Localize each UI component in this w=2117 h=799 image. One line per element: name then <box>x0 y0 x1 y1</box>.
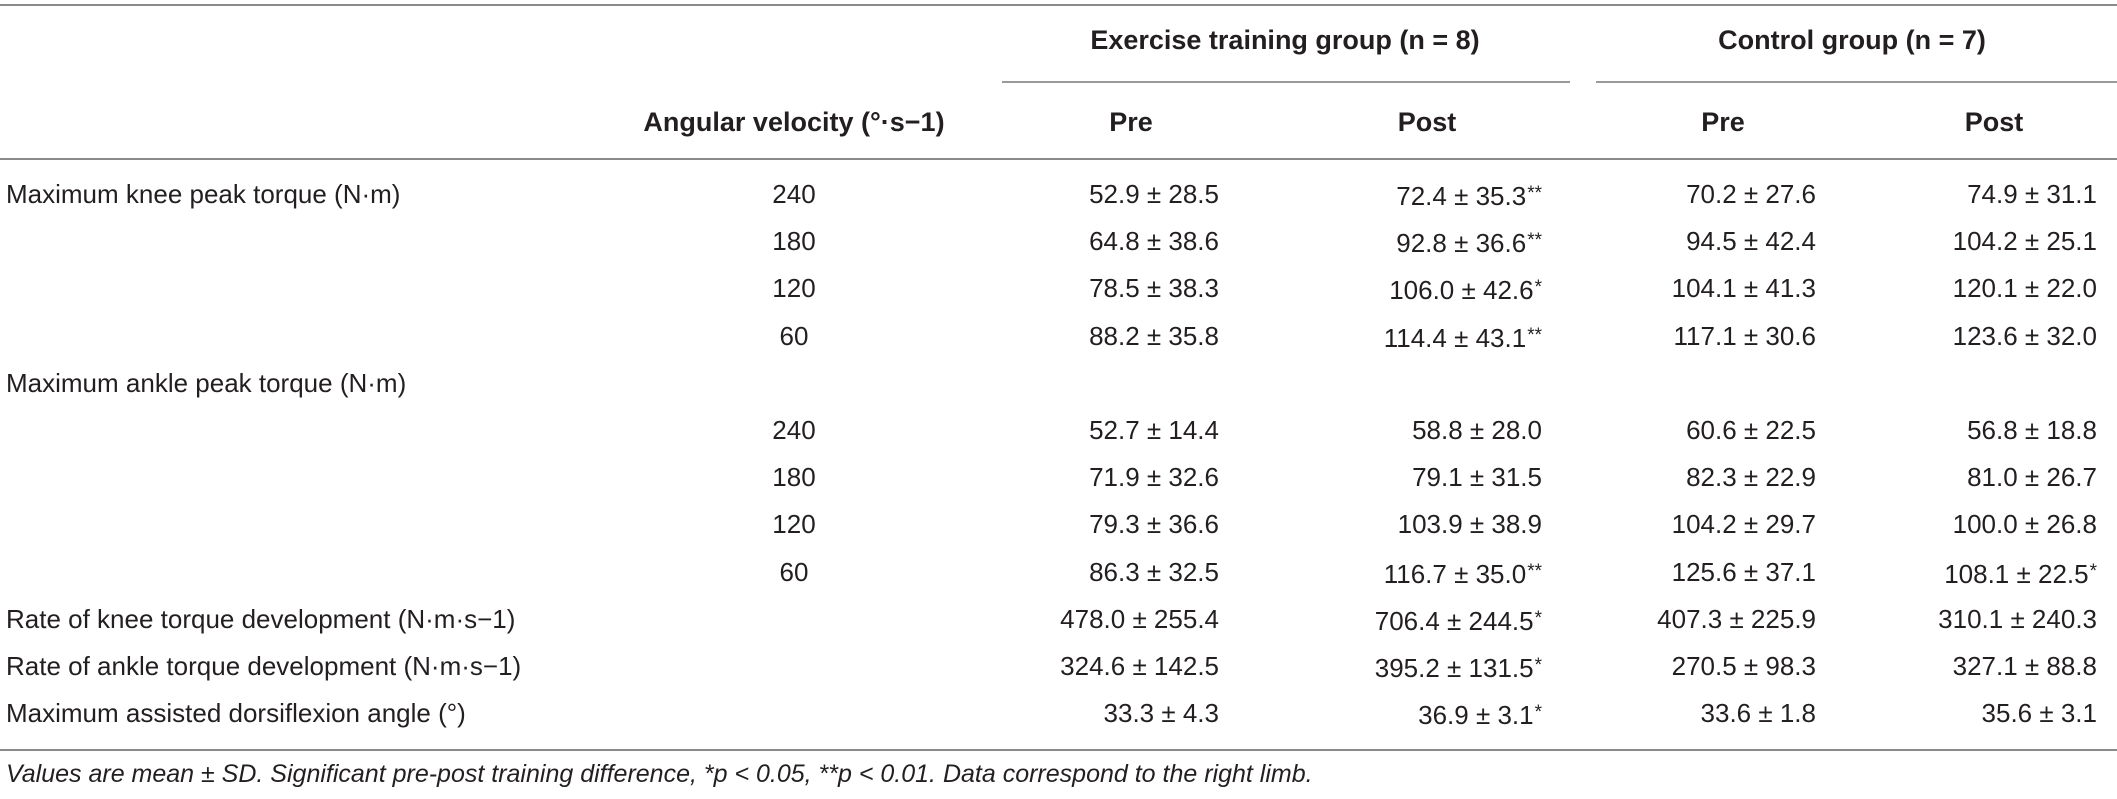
control-pre-cell: 94.5 ± 42.4 <box>1686 226 1816 257</box>
exercise-pre-cell: 86.3 ± 32.5 <box>1089 556 1219 587</box>
row-label: Maximum ankle peak torque (N·m) <box>6 367 407 398</box>
row-label: Maximum knee peak torque (N·m) <box>6 179 401 209</box>
exercise-post-cell: 36.9 ± 3.1* <box>1418 700 1542 731</box>
exercise-pre-cell: 52.9 ± 28.5 <box>1089 179 1219 209</box>
control-group-rule <box>1596 81 2117 83</box>
control-post-cell: 56.8 ± 18.8 <box>1967 415 2097 445</box>
control-pre-cell: 104.2 ± 29.7 <box>1671 509 1816 540</box>
exercise-pre-cell: 324.6 ± 142.5 <box>1060 651 1219 681</box>
header-exercise-post: Post <box>1397 107 1457 137</box>
angular-velocity-cell: 120 <box>772 509 816 540</box>
exercise-post-cell: 103.9 ± 38.9 <box>1397 509 1542 540</box>
exercise-post-cell: 79.1 ± 31.5 <box>1412 462 1542 493</box>
control-post-cell: 108.1 ± 22.5* <box>1944 558 2097 589</box>
angular-velocity-cell: 120 <box>772 273 816 304</box>
control-pre-cell: 82.3 ± 22.9 <box>1686 462 1816 493</box>
control-pre-cell: 117.1 ± 30.6 <box>1673 320 1816 351</box>
control-post-cell: 81.0 ± 26.7 <box>1967 462 2097 493</box>
control-post-cell: 74.9 ± 31.1 <box>1967 179 2097 209</box>
exercise-post-cell: 92.8 ± 36.6** <box>1396 228 1542 259</box>
header-exercise-pre: Pre <box>1109 107 1153 137</box>
exercise-pre-cell: 478.0 ± 255.4 <box>1060 603 1219 634</box>
header-control-pre: Pre <box>1701 107 1745 137</box>
header-control-group: Control group (n = 7) <box>1718 25 1986 55</box>
top-rule <box>0 4 2117 6</box>
exercise-post-cell: 106.0 ± 42.6* <box>1389 275 1542 306</box>
exercise-post-cell: 72.4 ± 35.3** <box>1396 181 1542 211</box>
control-pre-cell: 104.1 ± 41.3 <box>1671 273 1816 304</box>
exercise-post-cell: 395.2 ± 131.5* <box>1374 653 1542 683</box>
header-angular-velocity: Angular velocity (°·s−1) <box>643 107 945 137</box>
control-post-cell: 327.1 ± 88.8 <box>1952 651 2097 681</box>
row-label: Maximum assisted dorsiflexion angle (°) <box>6 698 466 729</box>
control-pre-cell: 60.6 ± 22.5 <box>1686 415 1816 445</box>
exercise-pre-cell: 71.9 ± 32.6 <box>1089 462 1219 493</box>
control-pre-cell: 270.5 ± 98.3 <box>1671 651 1816 681</box>
control-post-cell: 104.2 ± 25.1 <box>1952 226 2097 257</box>
exercise-pre-cell: 88.2 ± 35.8 <box>1089 320 1219 351</box>
header-control-post: Post <box>1964 107 2024 137</box>
exercise-post-cell: 58.8 ± 28.0 <box>1412 415 1542 445</box>
control-pre-cell: 33.6 ± 1.8 <box>1700 698 1816 729</box>
control-post-cell: 120.1 ± 22.0 <box>1952 273 2097 304</box>
exercise-pre-cell: 64.8 ± 38.6 <box>1089 226 1219 257</box>
header-exercise-group: Exercise training group (n = 8) <box>1090 25 1480 55</box>
control-pre-cell: 125.6 ± 37.1 <box>1671 556 1816 587</box>
angular-velocity-cell: 180 <box>772 226 816 257</box>
exercise-post-cell: 114.4 ± 43.1** <box>1383 322 1542 353</box>
angular-velocity-cell: 240 <box>772 415 816 445</box>
row-label: Rate of knee torque development (N·m·s−1… <box>6 603 516 634</box>
exercise-pre-cell: 78.5 ± 38.3 <box>1089 273 1219 304</box>
table-footnote: Values are mean ± SD. Significant pre-po… <box>6 760 1313 788</box>
control-post-cell: 35.6 ± 3.1 <box>1981 698 2097 729</box>
angular-velocity-cell: 180 <box>772 462 816 493</box>
exercise-pre-cell: 52.7 ± 14.4 <box>1089 415 1219 445</box>
row-label: Rate of ankle torque development (N·m·s−… <box>6 651 522 681</box>
bottom-rule <box>0 749 2117 751</box>
exercise-group-rule <box>1002 81 1570 83</box>
control-post-cell: 123.6 ± 32.0 <box>1952 320 2097 351</box>
exercise-pre-cell: 33.3 ± 4.3 <box>1103 698 1219 729</box>
exercise-pre-cell: 79.3 ± 36.6 <box>1089 509 1219 540</box>
control-post-cell: 100.0 ± 26.8 <box>1952 509 2097 540</box>
angular-velocity-cell: 240 <box>772 179 816 209</box>
control-pre-cell: 407.3 ± 225.9 <box>1657 603 1816 634</box>
header-rule <box>0 158 2117 160</box>
angular-velocity-cell: 60 <box>779 320 809 351</box>
angular-velocity-cell: 60 <box>779 556 809 587</box>
exercise-post-cell: 116.7 ± 35.0** <box>1383 558 1542 589</box>
control-post-cell: 310.1 ± 240.3 <box>1938 603 2097 634</box>
exercise-post-cell: 706.4 ± 244.5* <box>1374 605 1542 636</box>
control-pre-cell: 70.2 ± 27.6 <box>1686 179 1816 209</box>
